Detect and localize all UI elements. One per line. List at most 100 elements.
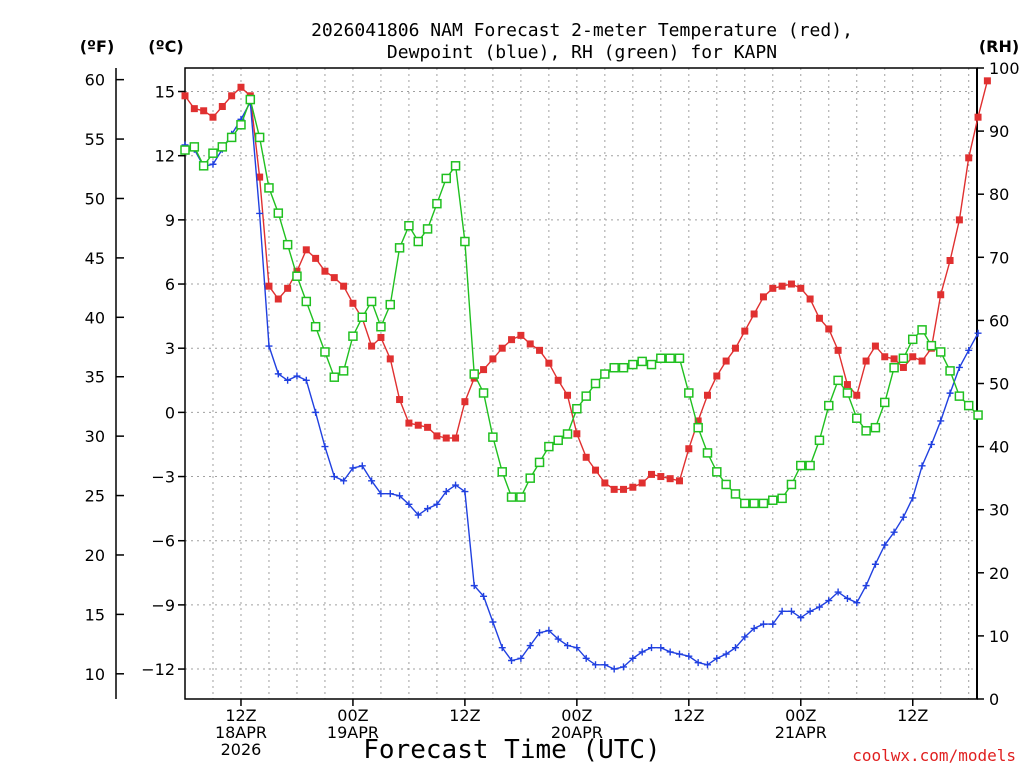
rh-point [721, 479, 731, 490]
x-tick-label: 18APR [215, 723, 267, 742]
dewpoint-point [853, 599, 861, 607]
dewpoint-point [274, 370, 282, 378]
rh-point [357, 312, 368, 322]
temperature-point [694, 417, 702, 425]
x-tick-label: 00Z [785, 706, 816, 725]
rh-point [917, 325, 927, 335]
rh-tick-label: 30 [989, 501, 1009, 520]
temperature-point [909, 353, 917, 361]
rh-point [469, 369, 479, 379]
dewpoint-point [293, 372, 301, 380]
x-axis-title: Forecast Time (UTC) [363, 735, 660, 765]
temperature-point [265, 282, 273, 290]
rh-point [935, 347, 946, 357]
rh-point [394, 243, 405, 253]
temperature-point [862, 357, 870, 365]
rh-point [404, 221, 414, 231]
dewpoint-point [815, 603, 823, 611]
x-tick-label: 2026 [221, 740, 262, 759]
dewpoint-point [769, 620, 777, 628]
temperature-point [573, 430, 581, 438]
rh-point [310, 321, 321, 332]
dewpoint-point [396, 492, 404, 500]
rh-point [338, 366, 349, 376]
plot-frame [184, 67, 978, 700]
temperature-point [629, 483, 637, 491]
temperature-point [955, 216, 963, 224]
rh-point [544, 441, 554, 452]
fahrenheit-unit-label: (ºF) [80, 37, 115, 56]
fahrenheit-tick-label: 40 [85, 308, 105, 327]
temperature-point [648, 470, 655, 478]
dewpoint-point [890, 528, 898, 536]
dewpoint-point [871, 560, 879, 568]
dewpoint-point [442, 488, 450, 496]
temperature-point [937, 291, 945, 299]
temperature-point [881, 353, 889, 361]
temperature-point [508, 336, 516, 344]
temperature-point [703, 391, 711, 399]
rh-point [413, 236, 423, 247]
tick-labels: 15129630−3−6−9−1260555045403530252015101… [85, 59, 1020, 759]
rh-point [926, 340, 937, 351]
dewpoint-point [759, 620, 767, 628]
rh-point [581, 391, 591, 401]
rh-point [180, 145, 190, 155]
rh-point [460, 236, 470, 247]
rh-point [301, 296, 312, 307]
rh-point [768, 495, 778, 505]
rh-point [478, 388, 489, 398]
dewpoint-point [946, 389, 954, 397]
dewpoint-point [666, 648, 674, 656]
temperature-point [377, 334, 385, 342]
temperature-point [461, 398, 469, 406]
rh-point [814, 435, 825, 446]
dewpoint-point [843, 594, 851, 602]
temperature-point [815, 314, 823, 322]
rh-point [833, 375, 843, 386]
temperature-point [769, 284, 777, 292]
dewpoint-point [955, 363, 963, 371]
fahrenheit-tick-label: 45 [85, 249, 105, 268]
dewpoint-point [918, 462, 926, 470]
fahrenheit-tick-label: 50 [85, 189, 105, 208]
x-tick-label: 12Z [673, 706, 704, 725]
temperature-point [228, 92, 236, 100]
rh-point [422, 224, 433, 234]
rh-point [553, 435, 563, 446]
temperature-point [433, 432, 441, 440]
rh-point [226, 132, 237, 143]
rh-point [973, 410, 983, 420]
celsius-tick-label: −12 [141, 660, 175, 679]
rh-point [637, 356, 647, 367]
rh-point [600, 369, 610, 379]
x-tick-label: 21APR [775, 723, 827, 742]
temperature-point [181, 92, 189, 100]
rh-point [712, 467, 722, 477]
rh-point [945, 366, 955, 376]
temperature-point [965, 154, 973, 162]
temperature-point [284, 284, 292, 292]
rh-tick-label: 0 [989, 690, 999, 709]
rh-point [842, 388, 853, 398]
rh-point [488, 432, 498, 442]
temperature-point [750, 310, 758, 318]
temperature-point [442, 434, 450, 442]
temperature-point [713, 372, 721, 380]
data-series [180, 77, 991, 673]
temperature-point [983, 77, 991, 85]
temperature-point [340, 282, 348, 290]
rh-point [198, 161, 209, 171]
dewpoint-point [405, 500, 413, 508]
dewpoint-point [881, 541, 889, 549]
rh-point [516, 492, 526, 502]
fahrenheit-tick-label: 10 [85, 665, 105, 684]
fahrenheit-tick-label: 30 [85, 427, 105, 446]
x-tick-label: 19APR [327, 723, 379, 742]
dewpoint-point [265, 342, 273, 350]
dewpoint-point [321, 443, 329, 451]
rh-point [824, 400, 834, 411]
dewpoint-point [638, 648, 646, 656]
temperature-point [741, 327, 749, 335]
